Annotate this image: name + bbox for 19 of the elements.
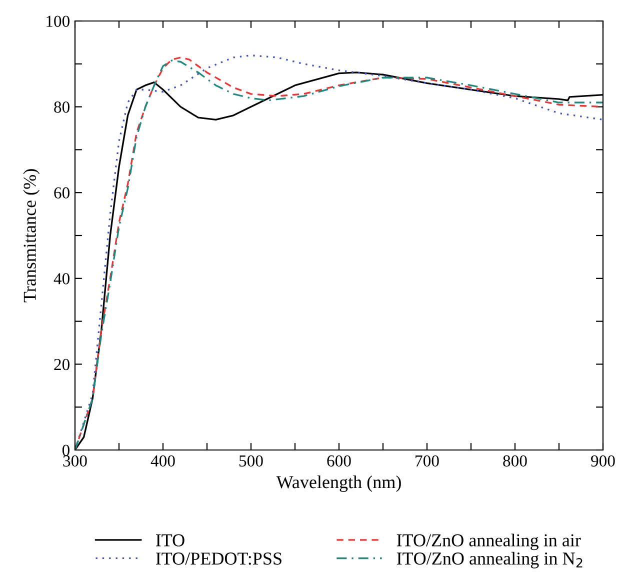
x-tick-label: 700 [416, 455, 439, 467]
legend-label: ITO/ZnO annealing in N$_{2}$ [396, 552, 582, 568]
x-tick-label: 900 [591, 455, 615, 467]
legend-label: ITO/ZnO annealing in air [396, 534, 581, 550]
y-tick-label: 60 [54, 187, 70, 199]
x-axis-title: Wavelength (nm) [276, 476, 401, 492]
x-tick-label: 500 [239, 455, 263, 467]
y-tick-label: 0 [62, 444, 70, 456]
legend-label: ITO [156, 534, 184, 546]
x-tick-label: 800 [503, 455, 527, 467]
x-tick-label: 300 [63, 455, 87, 467]
y-axis-title: Transmittance (%) [23, 169, 40, 302]
y-tick-label: 20 [54, 358, 70, 370]
legend-label: ITO/PEDOT:PSS [156, 552, 282, 565]
y-tick-label: 40 [54, 273, 70, 284]
y-tick-label: 80 [54, 102, 70, 113]
y-tick-label: 100 [46, 16, 70, 27]
x-tick-label: 400 [150, 455, 175, 467]
x-tick-label: 600 [327, 455, 351, 467]
